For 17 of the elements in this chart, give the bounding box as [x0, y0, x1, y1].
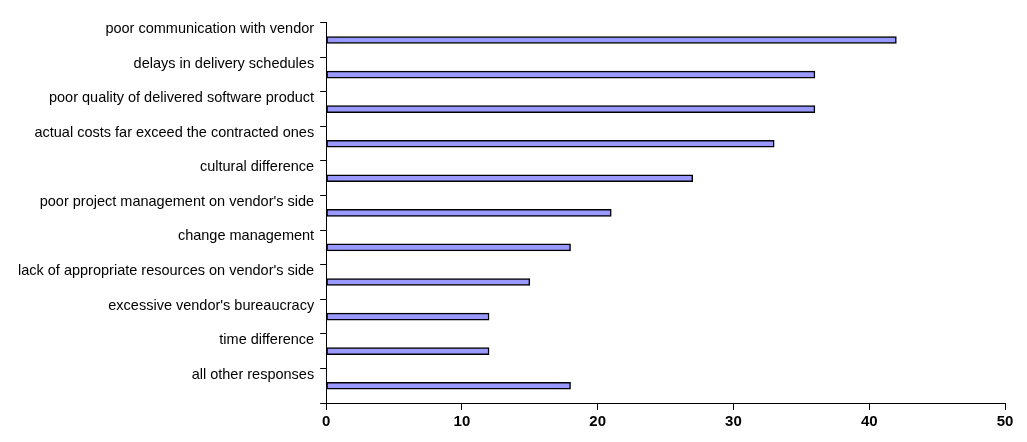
x-tick-label: 30 [725, 412, 742, 430]
y-tick-label: cultural difference [199, 158, 315, 175]
y-tick-label: all other responses [191, 365, 315, 382]
y-tick-label: poor communication with vendor [105, 19, 315, 36]
y-tick-label: lack of appropriate resources on vendor's side [18, 262, 315, 278]
x-tick-label: 40 [860, 412, 878, 430]
x-tick-label: 50 [996, 412, 1014, 430]
y-tick-label: poor quality of delivered software product [48, 89, 315, 106]
y-tick-label: excessive vendor's bureaucracy [108, 296, 315, 313]
y-tick-label: change management [177, 227, 315, 244]
x-tick-label: 0 [321, 412, 331, 430]
y-tick-label: delays in delivery schedules [133, 54, 315, 71]
y-tick-label: time difference [219, 331, 315, 348]
x-tick-label: 10 [453, 412, 471, 430]
y-tick-label: poor project management on vendor's side [39, 192, 315, 209]
y-tick-label: actual costs far exceed the contracted ones [34, 123, 315, 140]
x-tick-label: 20 [589, 412, 607, 430]
